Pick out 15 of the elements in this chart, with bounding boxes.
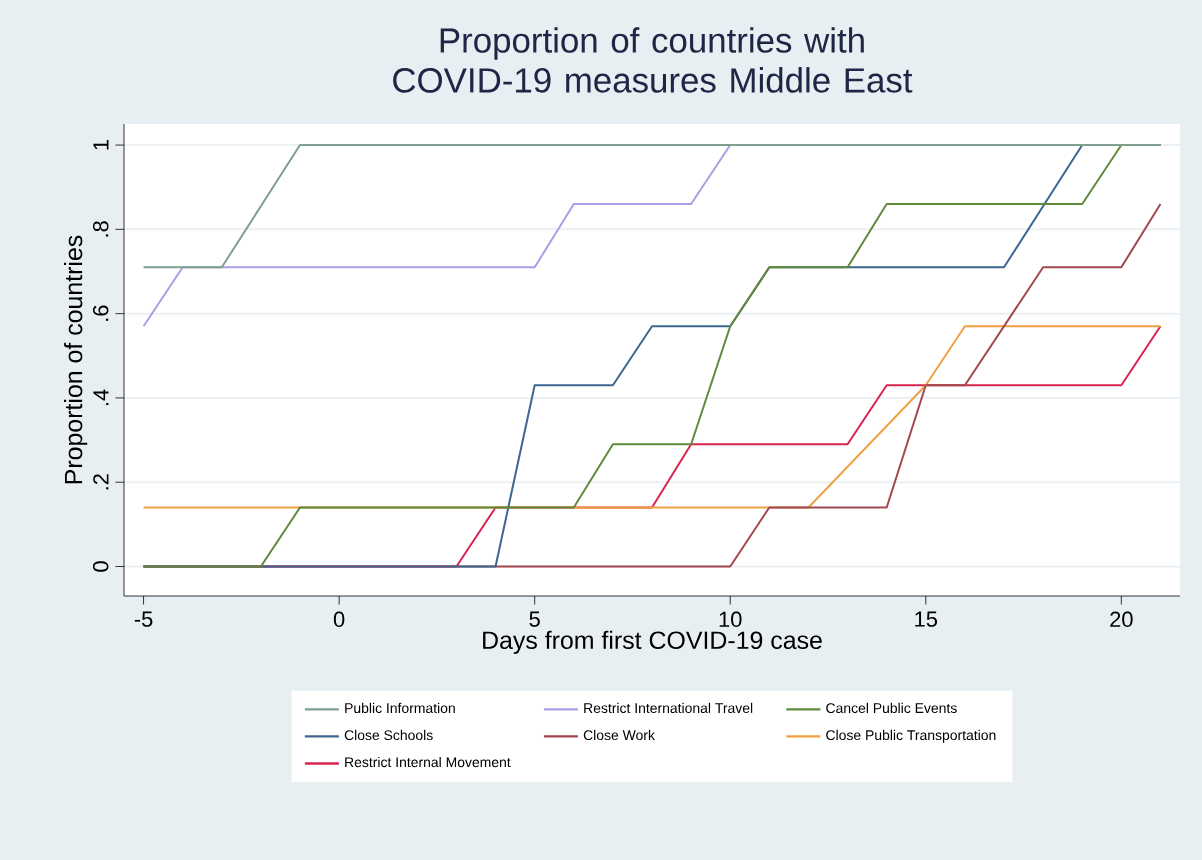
y-tick-label: .2: [93, 474, 109, 490]
x-tick-label: 10: [719, 611, 742, 628]
chart-title: Proportion of countries with COVID-19 measures Middle East: [393, 27, 913, 93]
x-tick-label: -5: [134, 611, 153, 627]
y-axis-title: Proportion of countries: [64, 235, 88, 484]
y-tick-label: 0: [92, 561, 109, 572]
y-tick-label: .6: [92, 305, 109, 321]
x-axis-title: Days from first COVID-19 case: [483, 630, 822, 654]
y-tick-label: .8: [92, 221, 109, 237]
y-tick-label: .4: [93, 389, 109, 406]
x-tick-label: 5: [529, 611, 540, 627]
y-tick-label: 1: [93, 140, 109, 150]
x-tick-label: 0: [333, 611, 345, 628]
x-tick-label: 15: [915, 611, 938, 627]
x-tick-label: 20: [1110, 611, 1133, 628]
